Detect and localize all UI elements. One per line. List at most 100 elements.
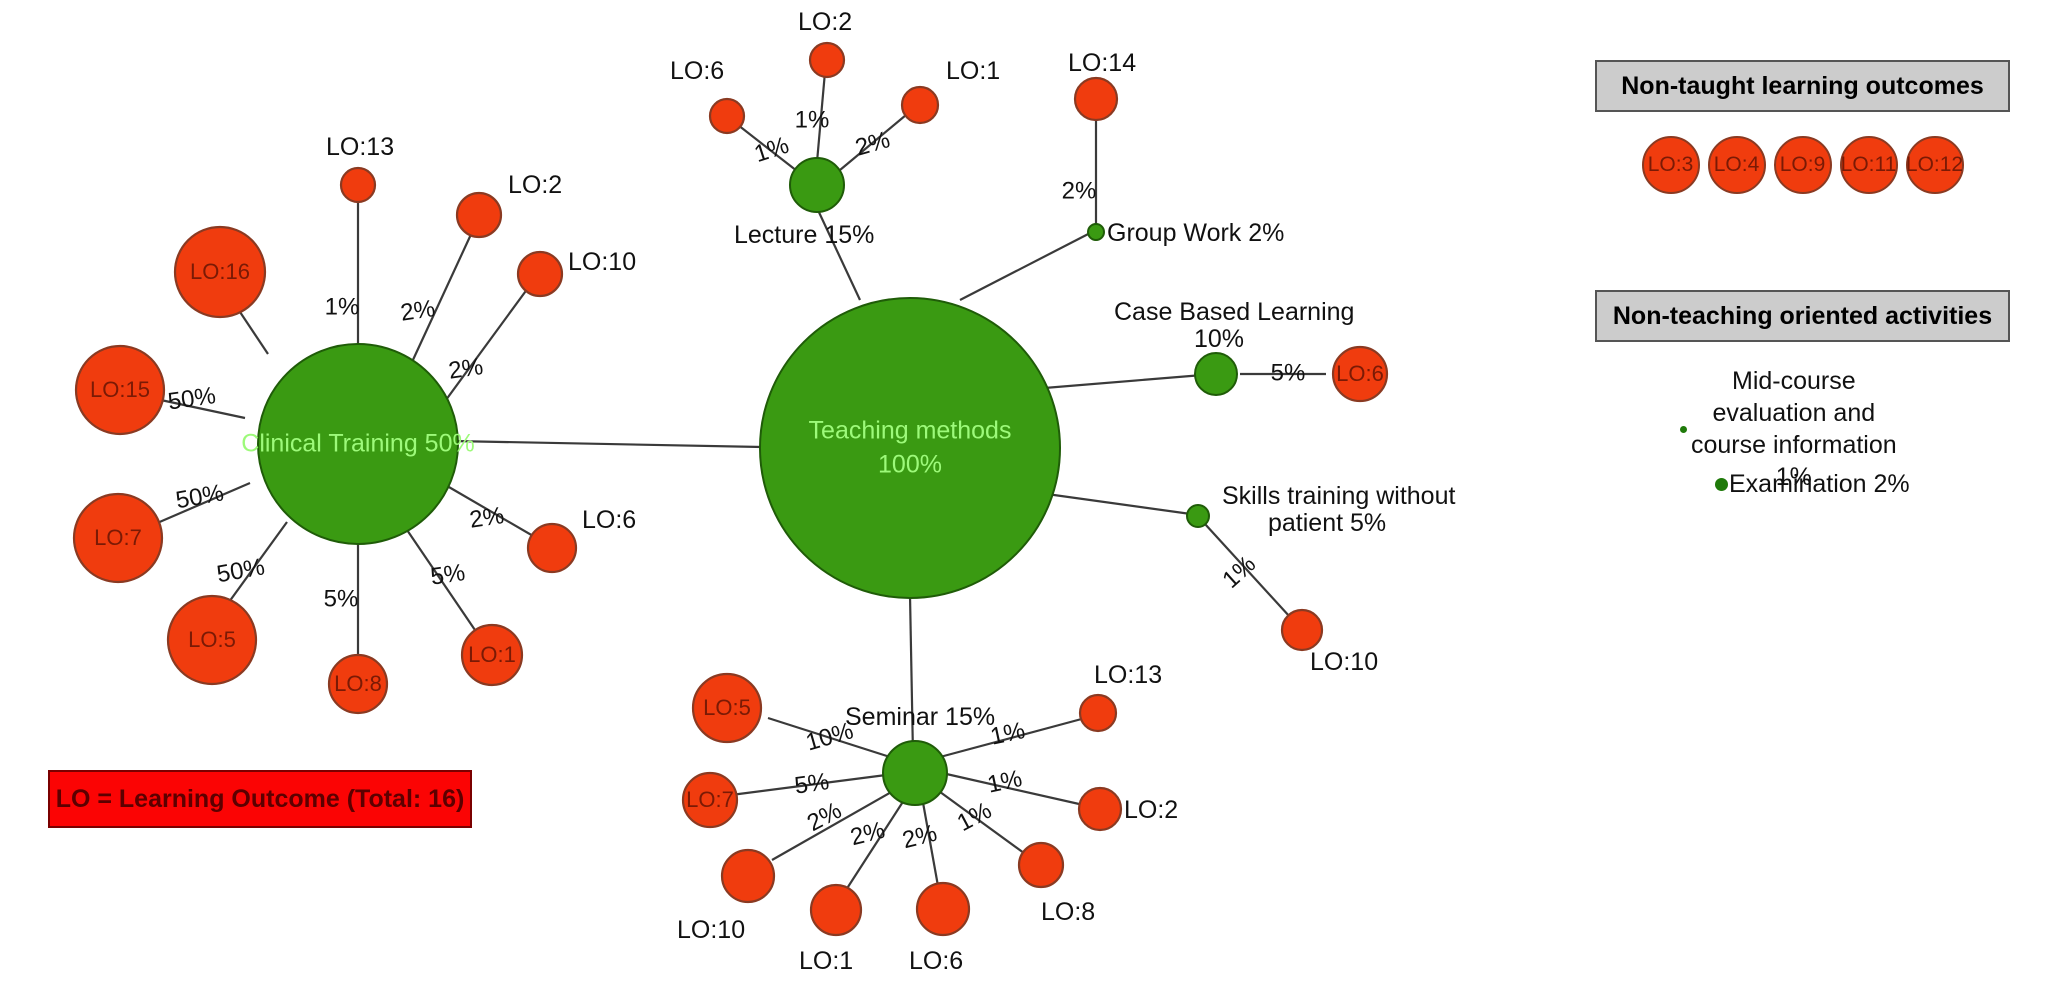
edge-clinical-lo10	[442, 287, 529, 405]
node-skills-training[interactable]	[1186, 504, 1210, 528]
node-lo6-seminar[interactable]	[915, 881, 971, 937]
node-lo8-seminar[interactable]	[1017, 841, 1065, 889]
node-lo1-seminar-label: LO:1	[799, 947, 853, 975]
learning-outcome-key: LO = Learning Outcome (Total: 16)	[48, 770, 472, 828]
node-lo8-seminar-label: LO:8	[1041, 898, 1095, 926]
node-lo7-clinical[interactable]	[72, 492, 164, 584]
node-lo10-seminar-label: LO:10	[677, 916, 745, 944]
green-dot-icon	[1715, 478, 1728, 491]
node-lo5-seminar-label: LO:5	[703, 695, 751, 720]
node-skills-label-line1: Skills training without	[1222, 482, 1455, 510]
edge-lecture-lo2	[815, 71, 827, 163]
node-seminar[interactable]	[882, 740, 948, 806]
node-lo2-seminar[interactable]	[1077, 786, 1123, 832]
node-clinical-training-label: Clinical Training 50%	[241, 430, 474, 458]
node-lo6-cbl[interactable]	[1331, 345, 1389, 403]
legend-lo-circle-3[interactable]: LO:9	[1773, 136, 1832, 194]
cluster-case-based-learning: 5% LO:6 Case Based Learning 10%	[1114, 298, 1389, 403]
edge-label-seminar-lo7: 5%	[793, 768, 831, 800]
edge-label-clinical-lo2: 2%	[399, 295, 437, 327]
node-lo7-seminar[interactable]	[681, 771, 739, 829]
node-lo8-clinical-label: LO:8	[334, 671, 382, 696]
edge-hub-cbl	[1019, 372, 1216, 392]
node-cbl-label-line2: 10%	[1194, 325, 1244, 353]
node-lo15-clinical[interactable]	[74, 344, 166, 436]
cluster-group-work: 2% LO:14 Group Work 2%	[1062, 49, 1285, 247]
node-clinical-training[interactable]	[257, 343, 459, 545]
activity-examination[interactable]: Examination 2%	[1715, 470, 1910, 499]
node-lo1-clinical[interactable]	[460, 623, 524, 687]
node-lo1-lecture-label: LO:1	[946, 57, 1000, 85]
edge-label-groupwork-lo14: 2%	[1062, 177, 1097, 204]
node-lo6-clinical[interactable]	[526, 522, 578, 574]
non-taught-outcomes-list: LO:3 LO:4 LO:9 LO:11 LO:12	[1595, 130, 2010, 200]
node-lo13-clinical[interactable]	[339, 166, 377, 204]
legend-lo-circle-1[interactable]: LO:3	[1641, 136, 1700, 194]
node-lo6-lecture-label: LO:6	[670, 57, 724, 85]
midcourse-line-2: evaluation and	[1712, 399, 1876, 427]
node-lo10-skills[interactable]	[1280, 608, 1324, 652]
node-lo13-seminar-label: LO:13	[1094, 661, 1162, 689]
edge-seminar-lo5	[767, 716, 891, 759]
edge-hub-seminar	[908, 594, 915, 756]
edge-clinical-lo6	[441, 482, 541, 541]
node-lo6-lecture[interactable]	[708, 97, 746, 135]
edge-label-clinical-lo10: 2%	[447, 353, 485, 385]
edge-seminar-lo8	[935, 788, 1029, 857]
edge-label-clinical-lo5: 50%	[215, 553, 267, 588]
node-lo10-clinical[interactable]	[516, 250, 564, 298]
legend-lo-circle-4[interactable]: LO:11	[1839, 136, 1898, 194]
node-lo1-seminar[interactable]	[809, 883, 863, 937]
node-lo15-clinical-label: LO:15	[90, 377, 150, 402]
node-lo2-clinical[interactable]	[455, 191, 503, 239]
node-group-work[interactable]	[1087, 223, 1105, 241]
node-skills-label-line2: patient 5%	[1268, 509, 1386, 537]
node-teaching-methods[interactable]	[759, 297, 1061, 599]
edge-hub-groupwork	[959, 229, 1097, 301]
legend-lo-circle-5[interactable]: LO:12	[1905, 136, 1964, 194]
node-lo5-seminar[interactable]	[691, 672, 763, 744]
node-lo10-seminar[interactable]	[720, 848, 776, 904]
cluster-lecture: 1% 1% 2% LO:6 LO:2 LO:1 Lecture 15%	[670, 8, 1000, 249]
node-lo8-clinical[interactable]	[327, 653, 389, 715]
node-case-based-learning[interactable]	[1194, 352, 1238, 396]
edge-seminar-lo6	[920, 796, 940, 887]
cluster-clinical-training: 50% 50% 50% 50% 1% 2% 2% 2% 5% 5% LO:16 …	[72, 133, 636, 715]
edge-label-lecture-lo2: 1%	[795, 106, 830, 133]
node-lo6-seminar-label: LO:6	[909, 947, 963, 975]
edge-label-cbl-lo6: 5%	[1271, 359, 1306, 386]
node-lo2-seminar-label: LO:2	[1124, 796, 1178, 824]
node-lo7-seminar-label: LO:7	[686, 787, 734, 812]
node-lo2-lecture[interactable]	[808, 41, 846, 79]
node-group-work-label: Group Work 2%	[1107, 219, 1284, 247]
non-teaching-activities-header: Non-teaching oriented activities	[1595, 290, 2010, 342]
midcourse-line-1: Mid-course	[1732, 367, 1856, 395]
edge-seminar-lo2	[941, 771, 1089, 808]
midcourse-line-3: course information	[1691, 431, 1897, 459]
cluster-teaching-methods: Teaching methods 100%	[759, 297, 1061, 599]
node-lecture[interactable]	[789, 157, 845, 213]
node-seminar-label: Seminar 15%	[845, 703, 995, 731]
node-lo5-clinical[interactable]	[166, 594, 258, 686]
cluster-seminar: 10% 5% 2% 2% 2% 1% 1% 1% LO:5 LO:7 LO:10…	[677, 661, 1178, 975]
activity-mid-course-evaluation[interactable]: Mid-course evaluation and course informa…	[1680, 365, 2010, 493]
node-lo6-cbl-label: LO:6	[1336, 361, 1384, 386]
node-lo2-clinical-label: LO:2	[508, 171, 562, 199]
edge-label-skills-lo10: 1%	[1217, 551, 1261, 594]
edge-seminar-lo7	[730, 773, 887, 797]
edge-label-clinical-lo15: 50%	[166, 382, 217, 415]
legend-lo-circle-2[interactable]: LO:4	[1707, 136, 1766, 194]
activity-mid-course-text: Mid-course evaluation and course informa…	[1691, 365, 1897, 493]
node-teaching-methods-line1: Teaching methods	[809, 417, 1012, 445]
node-lo16[interactable]	[173, 225, 267, 319]
cluster-skills-training: 1% LO:10 Skills training without patient…	[1186, 482, 1455, 676]
edge-clinical-lo2	[411, 229, 474, 363]
node-lo5-clinical-label: LO:5	[188, 627, 236, 652]
non-taught-outcomes-header: Non-taught learning outcomes	[1595, 60, 2010, 112]
green-dot-icon	[1680, 425, 1687, 433]
node-cbl-label-line1: Case Based Learning	[1114, 298, 1354, 326]
node-lo14-groupwork[interactable]	[1073, 76, 1119, 122]
node-lo13-seminar[interactable]	[1078, 693, 1118, 733]
edge-label-seminar-lo2: 1%	[985, 765, 1025, 799]
node-lo1-lecture[interactable]	[900, 85, 940, 125]
